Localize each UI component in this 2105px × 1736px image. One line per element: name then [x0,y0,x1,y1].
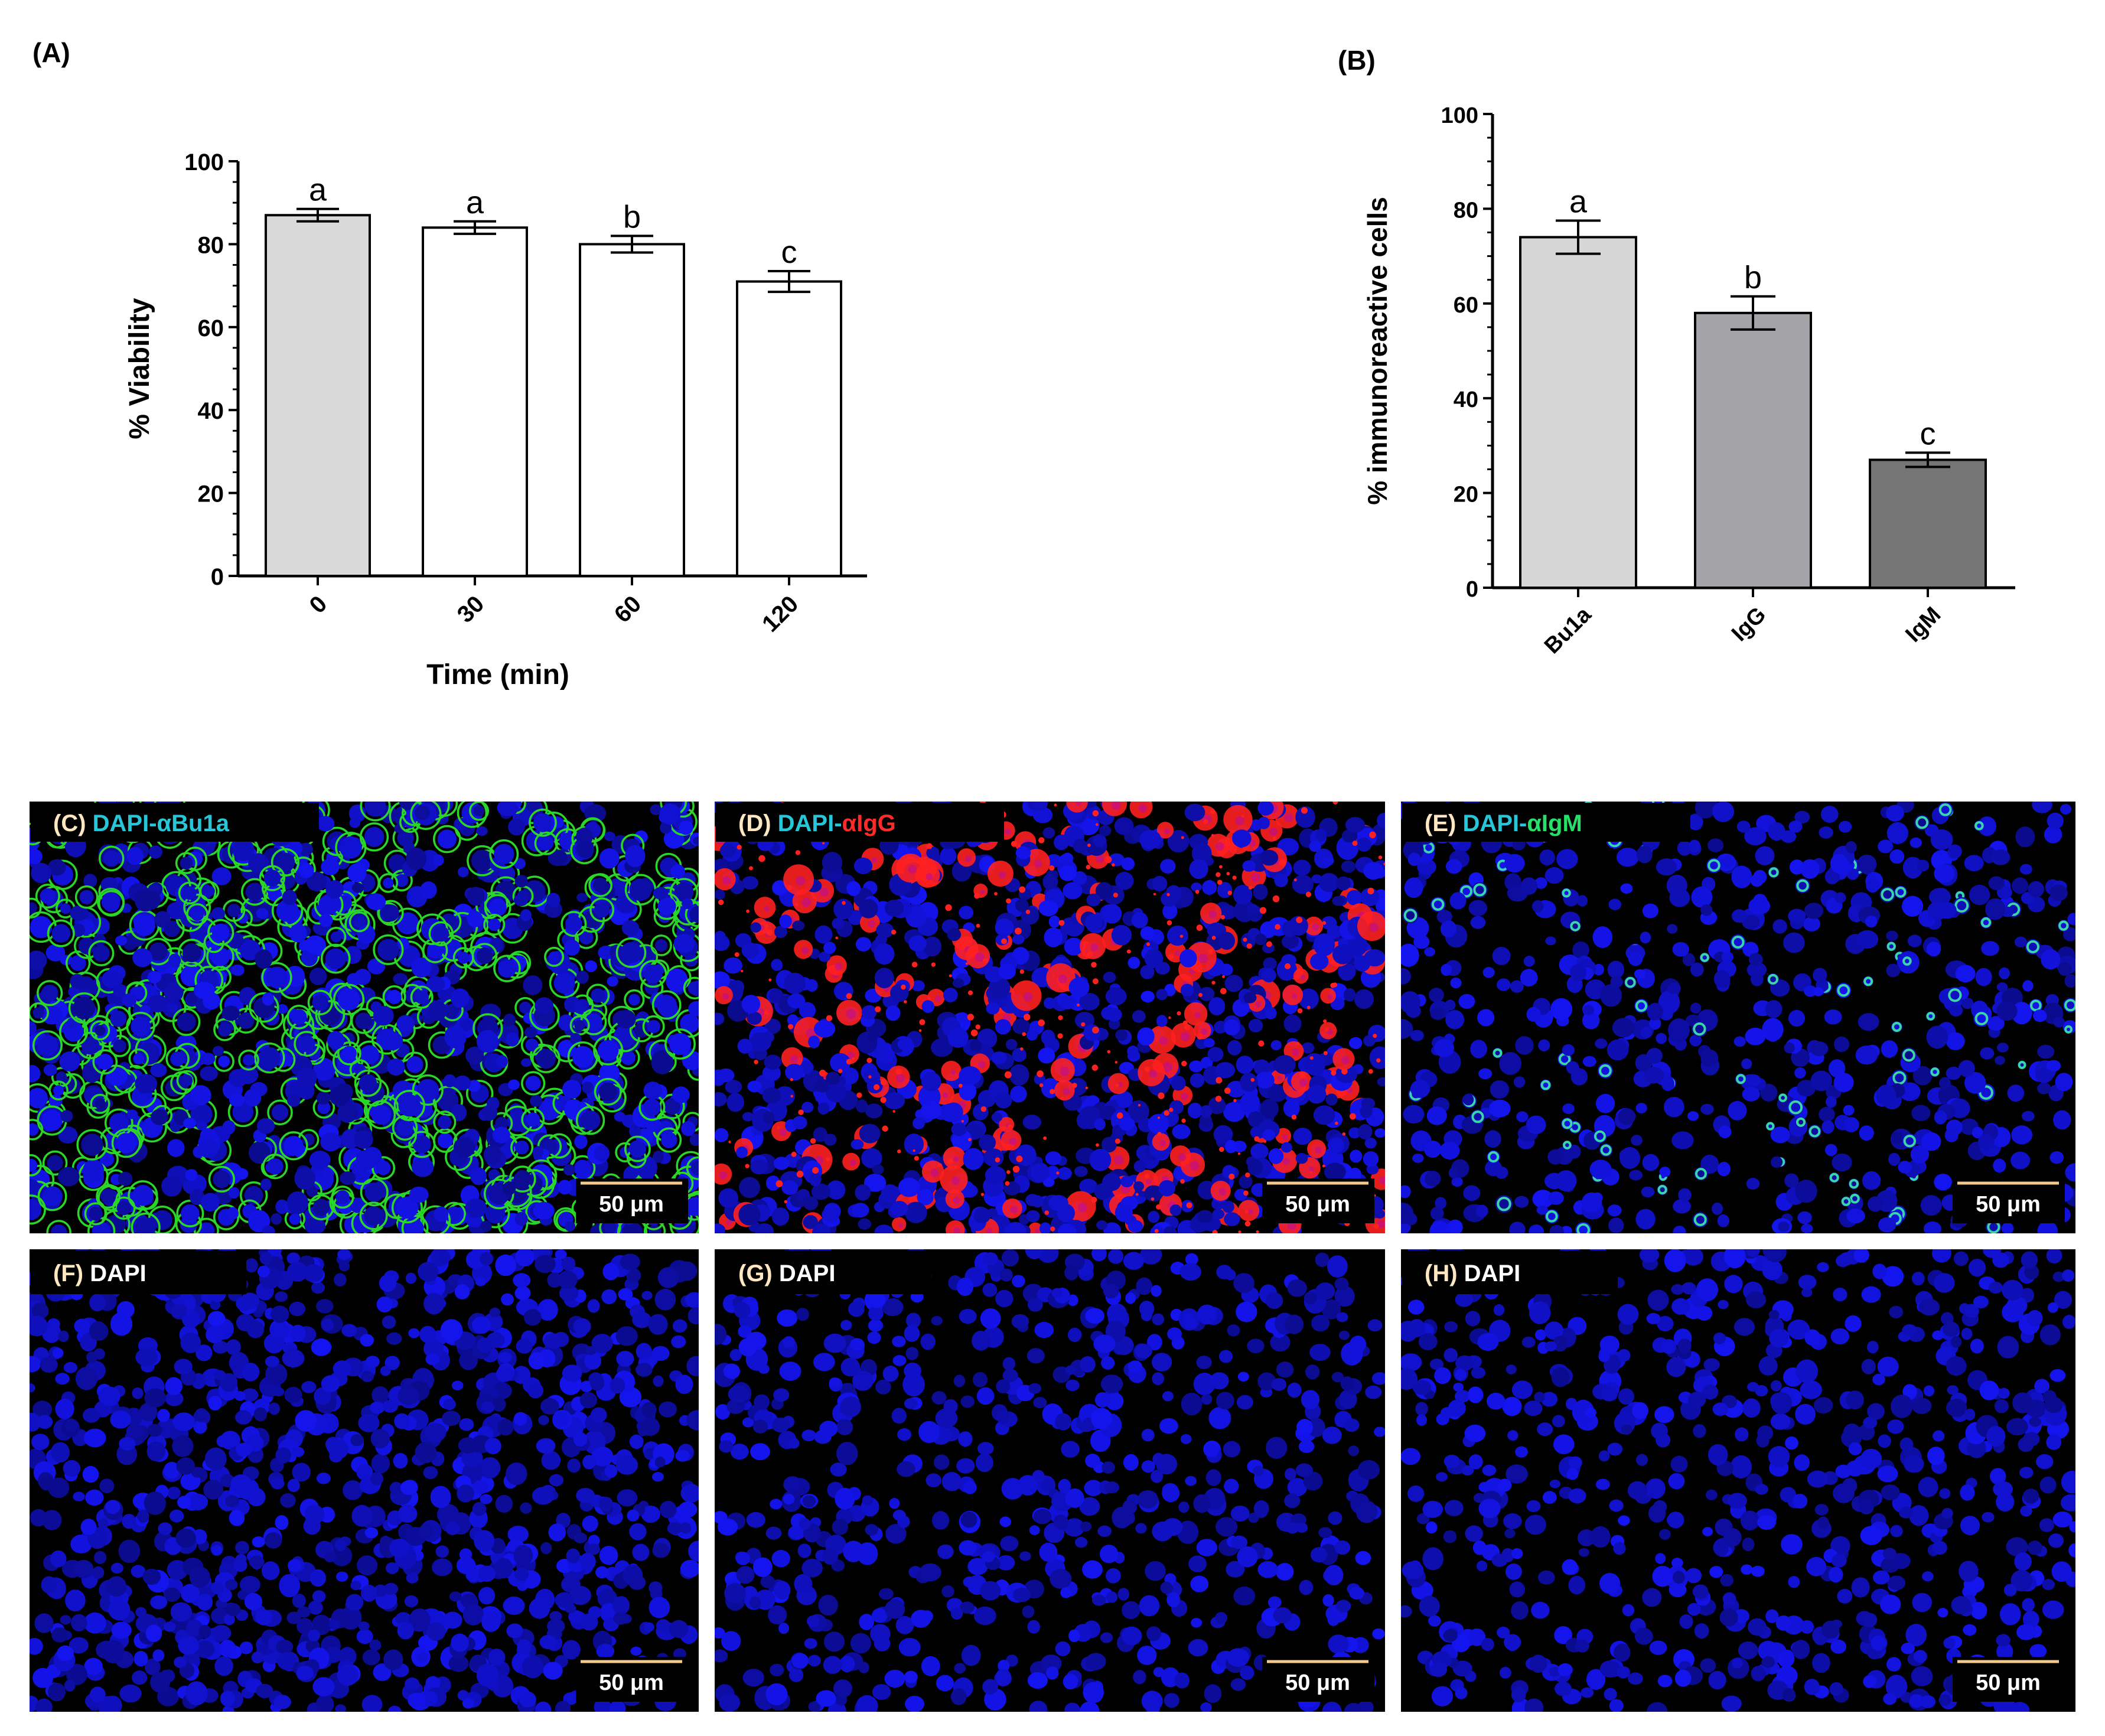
micrograph-label-f: (F) DAPI [31,1250,246,1294]
micrograph-panel-e: (E) DAPI-αIgM 50 μm [1401,802,2075,1233]
scale-bar: 50 μm [1953,1657,2065,1702]
significance-letter: a [1569,184,1588,219]
panel-letter: (C) [53,810,93,836]
scale-bar: 50 μm [576,1178,688,1223]
stain-label: DAPI [90,1261,146,1286]
y-tick-label: 80 [1454,198,1478,223]
micrograph-panel-h: (H) DAPI 50 μm [1401,1249,2075,1712]
error-bar [454,220,496,235]
significance-letter: b [1744,260,1762,295]
error-bar [296,207,339,223]
svg-text:(C) DAPI-αBu1a: (C) DAPI-αBu1a [53,810,230,836]
error-bar [1731,295,1775,331]
error-bar [1905,451,1950,468]
bar [1519,236,1637,589]
y-tick-label: 100 [184,149,224,175]
bar [736,280,842,577]
micrograph-label-h: (H) DAPI [1402,1250,1618,1294]
stain-label: DAPI- [93,810,157,836]
svg-text:(D) DAPI-αIgG: (D) DAPI-αIgG [738,810,896,836]
micrograph-panel-f: (F) DAPI 50 μm [30,1249,699,1712]
bar [265,214,371,577]
significance-letter: a [466,185,484,220]
significance-letter: a [309,172,327,208]
y-tick-label: 20 [198,481,224,507]
scale-bar: 50 μm [1262,1657,1374,1702]
y-axis-title: % Viability [124,298,155,439]
micrograph-panel-d: (D) DAPI-αIgG 50 μm [715,802,1385,1233]
stain-label: DAPI- [778,810,842,836]
y-axis-title: % immunoreactive cells [1362,197,1393,505]
y-tick-label: 0 [211,564,224,590]
scale-bar-label: 50 μm [1976,1670,2041,1695]
scale-bar: 50 μm [576,1657,688,1702]
significance-letter: c [1920,416,1936,451]
scale-bar: 50 μm [1953,1178,2065,1223]
scale-bar-label: 50 μm [1285,1670,1350,1695]
panel-letter: (E) [1425,810,1462,836]
stain-label: DAPI [779,1261,836,1286]
micrograph-label-g: (G) DAPI [716,1250,931,1294]
micrograph-label-d: (D) DAPI-αIgG [716,803,1004,842]
panel-letter: (D) [738,810,778,836]
error-bar [611,234,653,254]
cell-field [715,802,1385,1233]
panel-a-label: (A) [32,37,70,68]
y-tick-label: 80 [198,232,224,258]
y-tick-label: 60 [198,315,224,341]
bar [579,243,685,577]
bar [422,226,528,577]
y-tick-label: 20 [1454,483,1478,507]
y-tick-label: 100 [1441,103,1478,128]
y-tick-label: 40 [198,398,224,424]
panel-b-label: (B) [1338,45,1376,76]
svg-text:(E) DAPI-αIgM: (E) DAPI-αIgM [1425,810,1582,836]
x-axis-title: Time (min) [426,659,569,691]
scale-bar-label: 50 μm [599,1670,664,1695]
error-bar [1556,219,1601,255]
stain-label: αBu1a [157,810,230,836]
bar [1694,311,1812,589]
micrograph-label-c: (C) DAPI-αBu1a [31,803,319,842]
y-tick-label: 40 [1454,387,1478,412]
panel-letter: (G) [738,1261,779,1286]
stain-label: DAPI [1464,1261,1521,1286]
panel-letter: (F) [53,1261,90,1286]
error-bar [768,270,810,294]
significance-letter: c [781,234,797,270]
y-tick-label: 0 [1466,577,1478,602]
panel-letter: (H) [1425,1261,1464,1286]
y-tick-label: 60 [1454,293,1478,318]
scale-bar-label: 50 μm [1976,1192,2041,1217]
stain-label: αIgM [1527,810,1582,836]
micrograph-label-e: (E) DAPI-αIgM [1402,803,1690,842]
scale-bar-label: 50 μm [1285,1192,1350,1217]
micrograph-panel-g: (G) DAPI 50 μm [715,1249,1385,1712]
stain-label: αIgG [842,810,896,836]
bar [1869,458,1987,589]
stain-label: DAPI- [1462,810,1527,836]
scale-bar: 50 μm [1262,1178,1374,1223]
significance-letter: b [623,199,641,234]
micrograph-panel-c: (C) DAPI-αBu1a 50 μm [30,802,699,1233]
scale-bar-label: 50 μm [599,1192,664,1217]
